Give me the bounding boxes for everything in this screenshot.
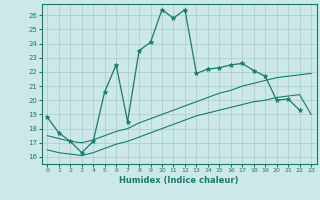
X-axis label: Humidex (Indice chaleur): Humidex (Indice chaleur) [119,176,239,185]
